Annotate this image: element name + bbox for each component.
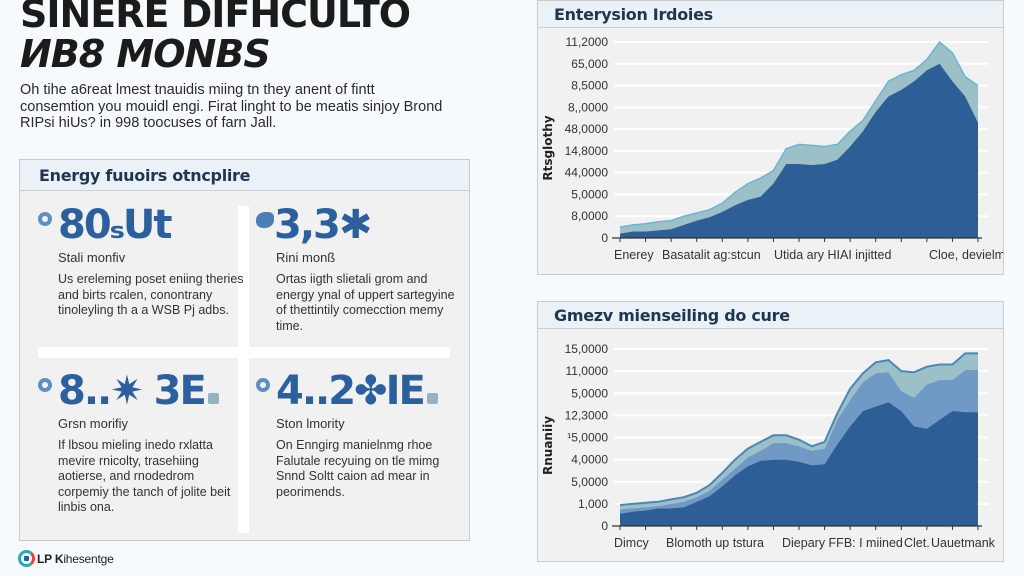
stat-label: Ston lmority xyxy=(276,416,345,431)
brand-name-rest: ihesentge xyxy=(63,551,114,566)
x-tick-label: Utida ary HIAI injitted xyxy=(774,248,891,262)
y-tick-label: 0 xyxy=(601,519,608,533)
stat-description: If lbsou mieling inedo rxlatta mevire rn… xyxy=(58,438,231,514)
y-tick-label: 0 xyxy=(601,231,608,245)
stat-value: 4..2✤IE xyxy=(276,368,426,414)
stat-card: 3,3✱ Rini monß Ortas iigth slietali grom… xyxy=(256,202,456,334)
chart-title: Enterysion Irdoies xyxy=(554,4,713,24)
square-chip-icon xyxy=(426,393,438,404)
x-tick-label: Cloe, xyxy=(929,248,958,262)
stat-description: Ortas iigth slietali grom and energy yna… xyxy=(276,272,455,333)
area-series-layer3 xyxy=(620,353,978,510)
headline-line-1: SINERE DIFHCULTO xyxy=(20,0,411,36)
stats-panel-header: Energy fuuoirs otncplire xyxy=(20,160,469,191)
splash-icon xyxy=(256,212,274,228)
area-series-upper xyxy=(620,42,978,234)
area-chart-top: 0 8,0000 5,0000 44,0000 14,8000 48,0000 8,,000… xyxy=(541,35,1003,262)
chart-panel-top: Enterysion Irdoies 0 8,0000 5,0000 44,0000 1… xyxy=(537,0,1004,275)
y-tick-label: 4,0000 xyxy=(571,453,608,467)
y-axis-label: Rnuaniiy xyxy=(541,416,555,475)
y-tick-label: 48,0000 xyxy=(565,122,609,136)
x-tick-label: Dimcy xyxy=(614,536,649,550)
x-tick-label: Blomoth up tstura xyxy=(666,536,764,550)
stat-description: Us ereleming poset eniing theries and bi… xyxy=(58,272,244,317)
horizontal-divider xyxy=(38,347,450,358)
area-series-layer1 xyxy=(620,402,978,526)
y-tick-label: 14,8000 xyxy=(565,144,609,158)
area-series-base xyxy=(620,63,978,238)
y-tick-label: 8,0000 xyxy=(571,209,608,223)
stat-label: Rini monß xyxy=(276,250,336,265)
y-tick-label: 11,0000 xyxy=(566,364,609,378)
brand-logo-icon xyxy=(18,550,35,567)
circle-icon xyxy=(38,212,52,226)
stat-value: 80ₛUt xyxy=(58,202,172,248)
y-tick-label: 15,0000 xyxy=(565,342,609,356)
x-tick-label: Enerey xyxy=(614,248,654,262)
series-edge-line xyxy=(619,40,979,228)
headline-line-2: ИB8 MONBS xyxy=(20,32,271,76)
stat-card: 80ₛUt Stali monfiv Us ereleming poset en… xyxy=(38,202,244,319)
chart-header: Gmezv mienseiling do cure xyxy=(538,302,1003,329)
page-headline: SINERE DIFHCULTO ИB8 MONBS xyxy=(20,0,500,74)
area-chart-bottom: 0 1,000 5,0000 4,0000 ¹5,0000 12,3000 5,0000 11… xyxy=(541,342,996,550)
y-tick-label: 8,5000 xyxy=(571,79,608,93)
stat-value: 8..✷ 3E xyxy=(58,368,207,414)
chart-title: Gmezv mienseiling do cure xyxy=(554,305,790,325)
x-tick-label: devielment xyxy=(962,248,1003,262)
stat-value: 3,3✱ xyxy=(274,202,372,248)
brand-name-bold: LP K xyxy=(37,551,64,566)
vertical-divider xyxy=(238,206,249,533)
chart-panel-bottom: Gmezv mienseiling do cure 0 1,000 5,0000 4,… xyxy=(537,301,1004,562)
circle-percent-icon xyxy=(256,378,270,392)
stat-label: Grsn morifiy xyxy=(58,416,129,431)
y-tick-label: 8,,0000 xyxy=(568,100,608,114)
intro-paragraph: Oh tihe a6reat lmest tnauidis miing tn t… xyxy=(20,82,443,131)
stats-panel-title: Energy fuuoirs otncplire xyxy=(39,165,251,185)
y-axis-label: Rtsglothy xyxy=(541,115,555,180)
series-edge-line xyxy=(619,352,978,506)
y-tick-label: 1,000 xyxy=(578,497,608,511)
x-tick-label: Basatalit ag:stcun xyxy=(662,248,761,262)
x-tick-label: Uauetmank xyxy=(931,536,996,550)
brand-footer: LP Kihesentge xyxy=(18,550,114,567)
stat-card: 4..2✤IE Ston lmority On Enngirg manielnm… xyxy=(256,368,456,500)
circle-icon xyxy=(38,378,52,392)
stat-label: Stali monfiv xyxy=(58,250,126,265)
x-tick-label: Clet. xyxy=(904,536,930,550)
area-series-layer2 xyxy=(620,370,978,514)
y-tick-label: ¹5,0000 xyxy=(567,431,608,445)
y-tick-label: 44,0000 xyxy=(565,166,609,180)
stat-card: 8..✷ 3E Grsn morifiy If lbsou mieling in… xyxy=(38,368,238,516)
y-tick-label: 12,3000 xyxy=(565,408,609,422)
square-chip-icon xyxy=(207,393,219,404)
stats-panel: Energy fuuoirs otncplire 80ₛUt Stali mon… xyxy=(19,159,470,541)
x-tick-label: Diepary FFB: I miined xyxy=(782,536,903,550)
y-tick-label: 5,0000 xyxy=(571,187,608,201)
chart-header: Enterysion Irdoies xyxy=(538,1,1003,28)
brand-name: LP Kihesentge xyxy=(37,552,114,566)
y-tick-label: 11,2000 xyxy=(566,35,609,49)
y-tick-label: 5,0000 xyxy=(571,386,608,400)
y-tick-label: 5,0000 xyxy=(571,475,608,489)
y-tick-label: 65,000 xyxy=(571,57,608,71)
stat-description: On Enngirg manielnmg rhoe Falutale recyu… xyxy=(276,438,440,499)
